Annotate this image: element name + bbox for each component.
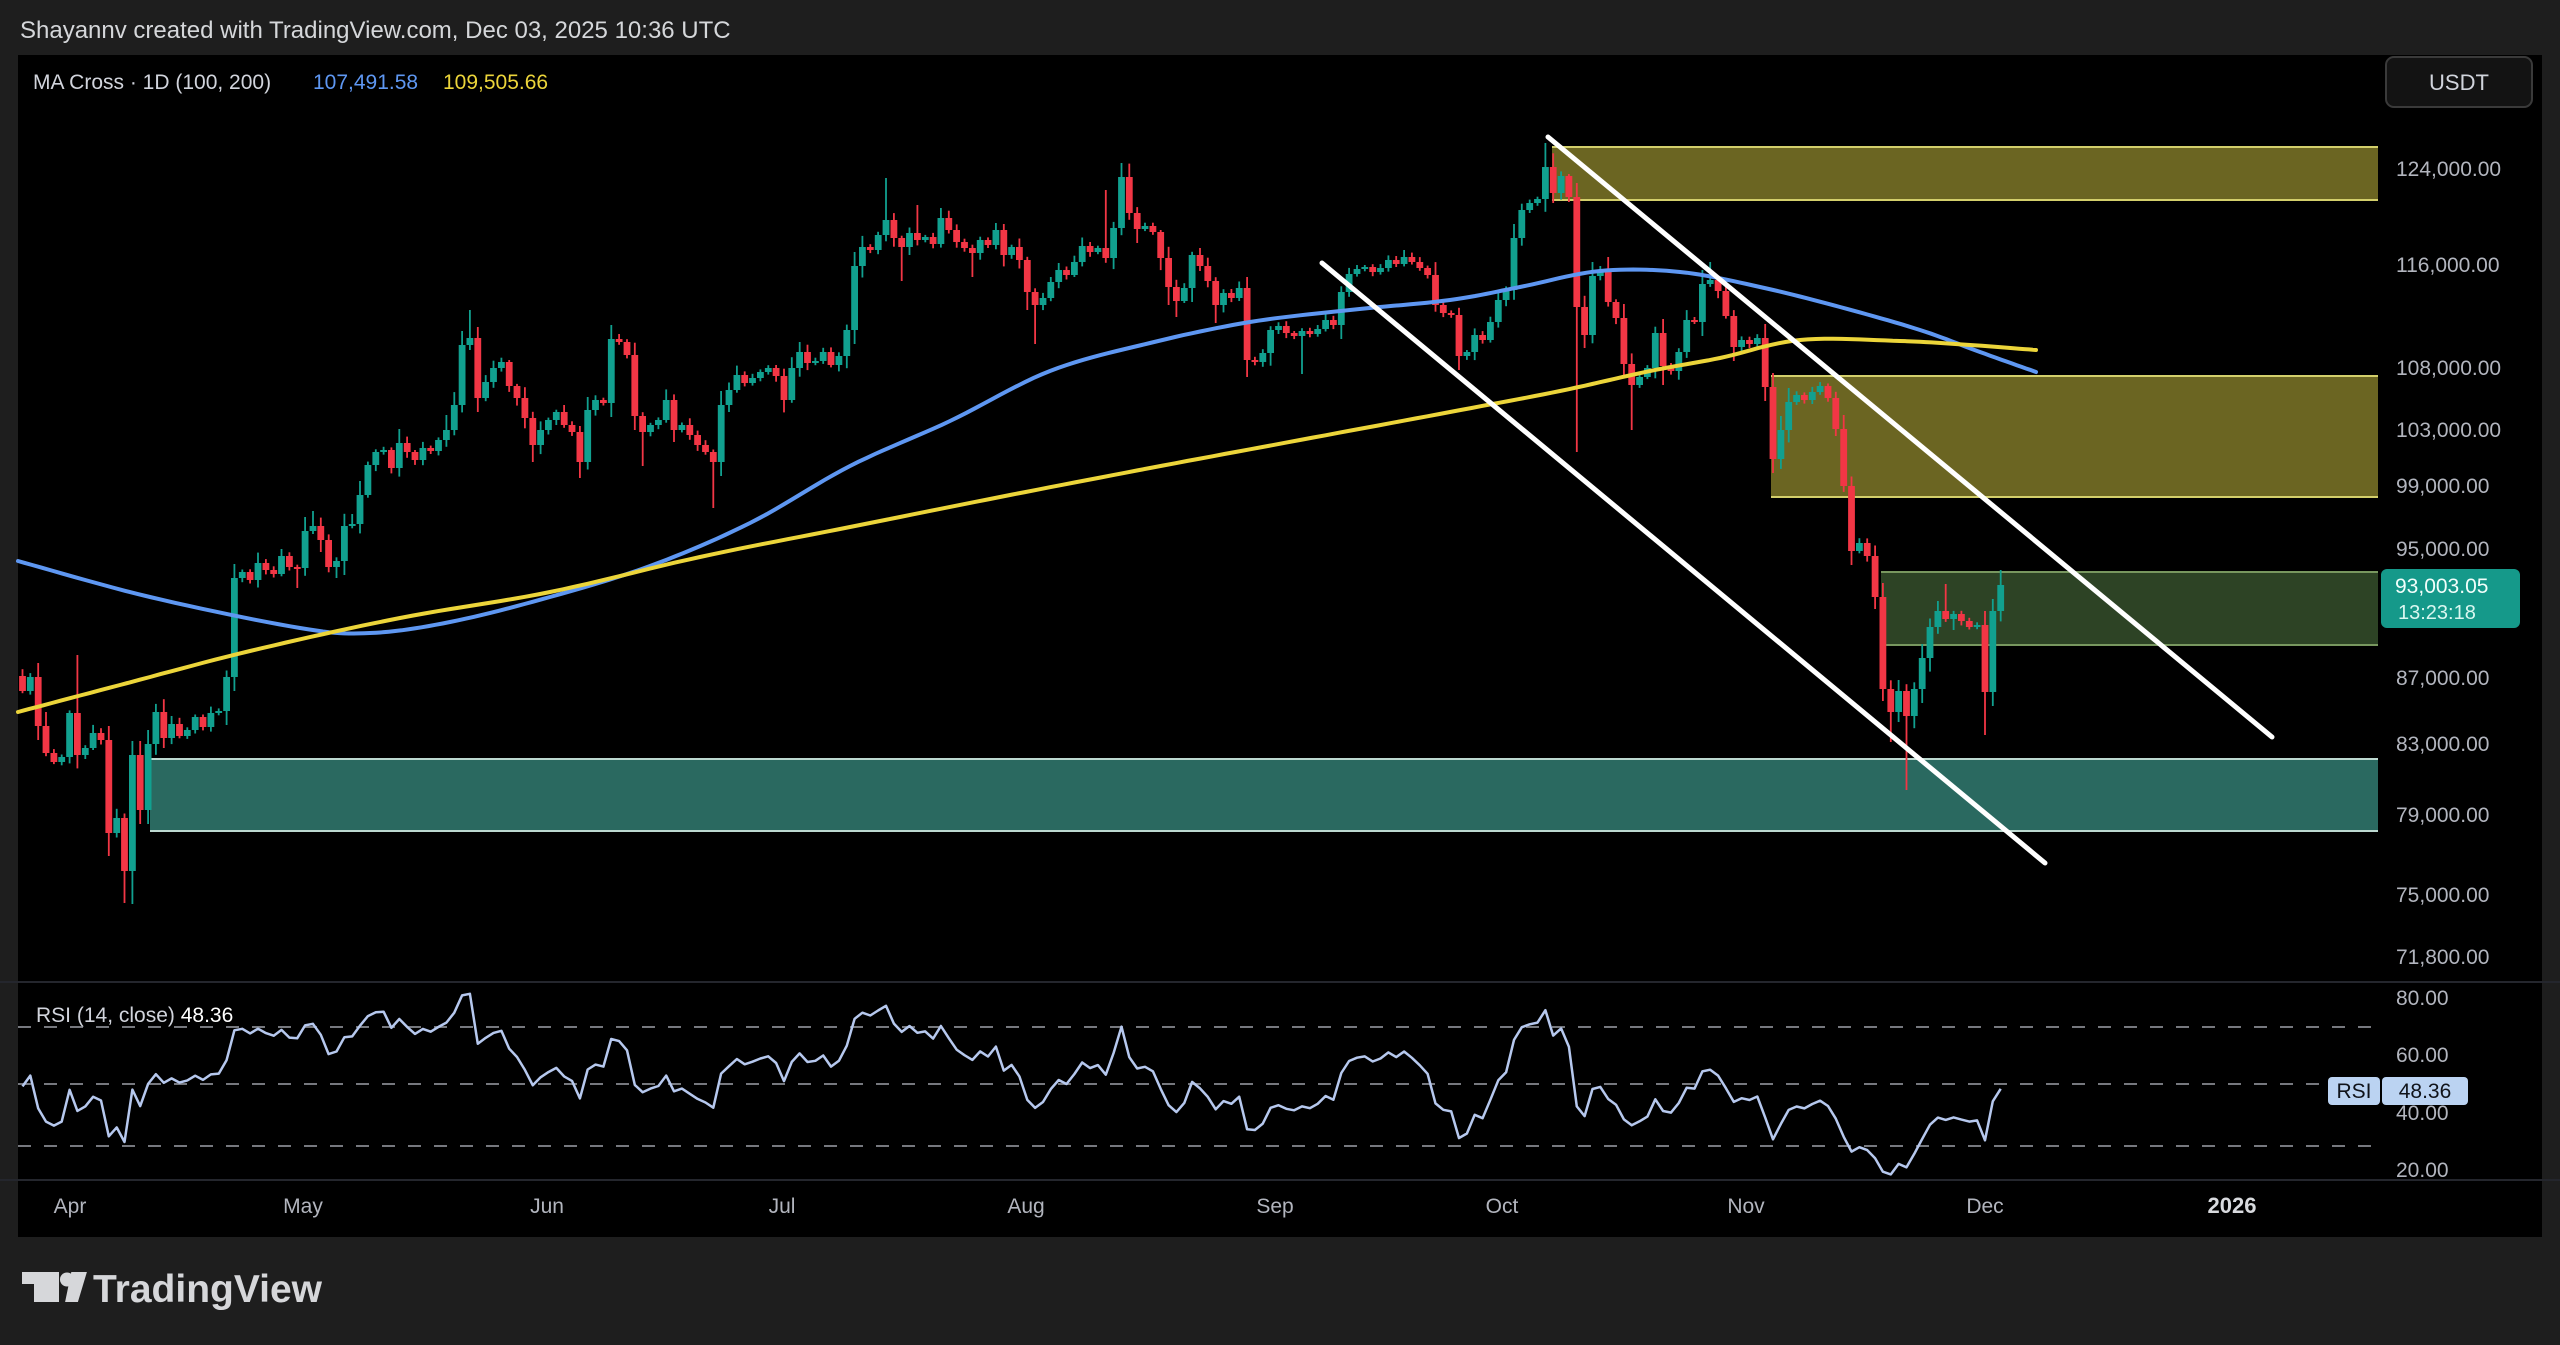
svg-text:80.00: 80.00: [2396, 987, 2449, 1010]
svg-text:20.00: 20.00: [2396, 1159, 2449, 1182]
svg-text:Apr: Apr: [54, 1195, 87, 1218]
svg-text:TradingView: TradingView: [93, 1268, 323, 1311]
svg-text:RSI: RSI: [2336, 1080, 2371, 1103]
svg-text:79,000.00: 79,000.00: [2396, 804, 2489, 827]
svg-text:13:23:18: 13:23:18: [2398, 602, 2476, 624]
svg-text:Sep: Sep: [1256, 1195, 1293, 1218]
svg-text:USDT: USDT: [2429, 70, 2489, 95]
svg-text:2026: 2026: [2208, 1193, 2257, 1218]
svg-text:103,000.00: 103,000.00: [2396, 419, 2501, 442]
svg-text:75,000.00: 75,000.00: [2396, 884, 2489, 907]
svg-text:83,000.00: 83,000.00: [2396, 733, 2489, 756]
svg-text:Jul: Jul: [769, 1195, 796, 1218]
svg-text:60.00: 60.00: [2396, 1044, 2449, 1067]
svg-text:124,000.00: 124,000.00: [2396, 158, 2501, 181]
svg-text:99,000.00: 99,000.00: [2396, 475, 2489, 498]
svg-text:116,000.00: 116,000.00: [2396, 254, 2500, 277]
svg-text:87,000.00: 87,000.00: [2396, 667, 2489, 690]
svg-text:May: May: [283, 1195, 323, 1218]
svg-text:71,800.00: 71,800.00: [2396, 946, 2489, 969]
svg-text:Aug: Aug: [1007, 1195, 1044, 1218]
svg-text:95,000.00: 95,000.00: [2396, 538, 2489, 561]
svg-text:48.36: 48.36: [2399, 1080, 2452, 1103]
svg-text:109,505.66: 109,505.66: [443, 71, 548, 94]
svg-text:Shayannv created with TradingV: Shayannv created with TradingView.com, D…: [20, 17, 731, 44]
svg-text:Jun: Jun: [530, 1195, 564, 1218]
svg-text:93,003.05: 93,003.05: [2395, 575, 2488, 598]
svg-text:40.00: 40.00: [2396, 1102, 2449, 1125]
svg-text:107,491.58: 107,491.58: [313, 71, 418, 94]
svg-text:Dec: Dec: [1966, 1195, 2003, 1218]
svg-text:MA Cross · 1D (100, 200): MA Cross · 1D (100, 200): [33, 71, 271, 94]
svg-text:Oct: Oct: [1486, 1195, 1519, 1218]
svg-text:108,000.00: 108,000.00: [2396, 357, 2501, 380]
svg-text:RSI (14, close) 48.36: RSI (14, close) 48.36: [36, 1004, 233, 1027]
svg-text:Nov: Nov: [1727, 1195, 1765, 1218]
